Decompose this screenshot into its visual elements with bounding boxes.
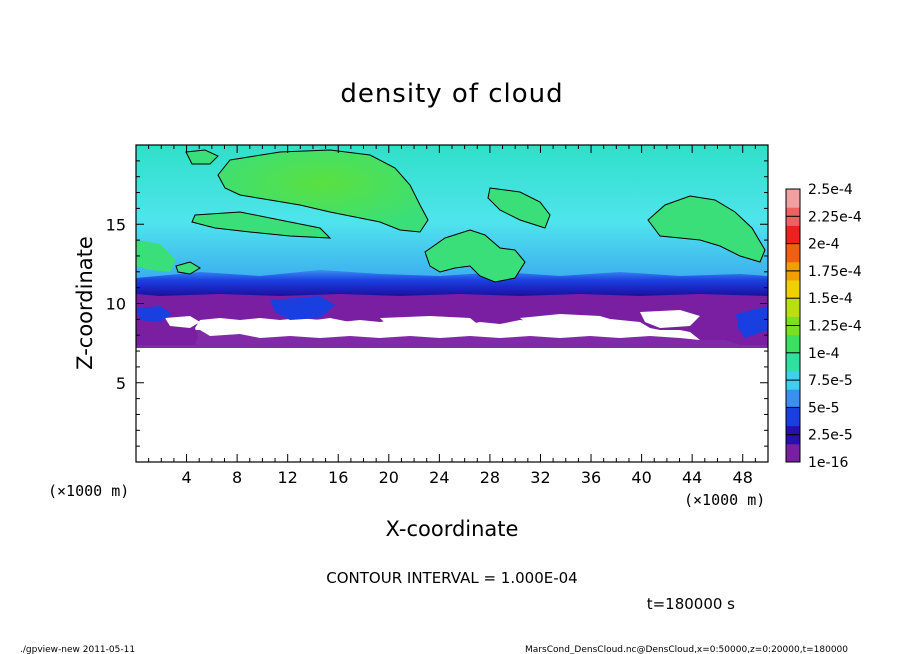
region-dark-blue-band (136, 270, 768, 296)
colorbar-swatch (786, 389, 800, 408)
x-tick-label: 24 (429, 468, 449, 487)
colorbar-label: 1.25e-4 (808, 319, 862, 335)
x-tick-label: 12 (278, 468, 298, 487)
contour-interval: CONTOUR INTERVAL = 1.000E-04 (326, 569, 577, 587)
colorbar-swatch (786, 298, 800, 317)
x-tick-label: 16 (328, 468, 348, 487)
x-axis-ticks: 4 8 12 16 20 24 28 32 36 40 44 48 (148, 145, 756, 487)
x-tick-label: 32 (530, 468, 550, 487)
footer-right: MarsCond_DensCloud.nc@DensCloud,x=0:5000… (525, 645, 848, 654)
x-tick-label: 44 (682, 468, 702, 487)
colorbar-label: 2.5e-5 (808, 428, 853, 444)
y-tick-label: 10 (106, 295, 126, 314)
colorbar-label: 1.75e-4 (808, 264, 862, 280)
colorbar-label: 7.5e-5 (808, 373, 853, 389)
colorbar: 1e-16 2.5e-5 5e-5 7.5e-5 1e-4 1.25e-4 1.5e-4 1.… (785, 182, 862, 471)
colorbar-swatch (786, 407, 800, 427)
x-tick-label: 28 (480, 468, 500, 487)
blue-streaks (136, 296, 768, 338)
green-cloud-streak (191, 211, 332, 239)
x-tick-label: 4 (181, 468, 191, 487)
colorbar-swatch (786, 280, 800, 299)
y-axis-label: Z-coordinate (73, 236, 97, 370)
y-tick-label: 15 (106, 215, 126, 234)
green-cloud-right (647, 195, 766, 263)
white-gaps (165, 310, 700, 332)
green-cloud-small (185, 149, 219, 165)
x-unit-right: (×1000 m) (684, 491, 765, 509)
green-cloud-top-mid (487, 187, 551, 229)
colorbar-label: 1e-16 (808, 455, 848, 471)
green-cloud-main (217, 149, 429, 233)
colorbar-swatch (786, 334, 800, 354)
green-cloud-left-strip (175, 261, 201, 275)
time-label: t=180000 s (647, 595, 735, 613)
y-axis-ticks: 5 10 15 (106, 160, 768, 447)
colorbar-swatch (786, 443, 800, 463)
colorbar-label: 1.5e-4 (808, 291, 853, 307)
x-tick-label: 40 (631, 468, 651, 487)
green-cloud-mid (424, 229, 526, 283)
plot-area (136, 145, 768, 462)
colorbar-swatch (786, 243, 800, 263)
footer-left: ./gpview-new 2011-05-11 (20, 645, 135, 654)
colorbar-swatch (786, 225, 800, 245)
x-unit-left: (×1000 m) (48, 482, 129, 500)
colorbar-label: 5e-5 (808, 400, 839, 416)
x-tick-label: 48 (733, 468, 753, 487)
chart-title: density of cloud (340, 79, 563, 109)
region-purple-lower (136, 330, 768, 348)
x-tick-label: 20 (379, 468, 399, 487)
x-axis-label: X-coordinate (386, 517, 519, 541)
x-tick-label: 8 (232, 468, 242, 487)
green-cloud-left (136, 240, 176, 272)
y-tick-label: 5 (116, 374, 126, 393)
x-tick-label: 36 (581, 468, 601, 487)
colorbar-label: 2e-4 (808, 237, 840, 253)
colorbar-swatch (786, 189, 800, 208)
colorbar-label: 2.5e-4 (808, 182, 853, 198)
colorbar-swatch (786, 352, 800, 372)
colorbar-label: 2.25e-4 (808, 209, 862, 225)
colorbar-label: 1e-4 (808, 346, 840, 362)
